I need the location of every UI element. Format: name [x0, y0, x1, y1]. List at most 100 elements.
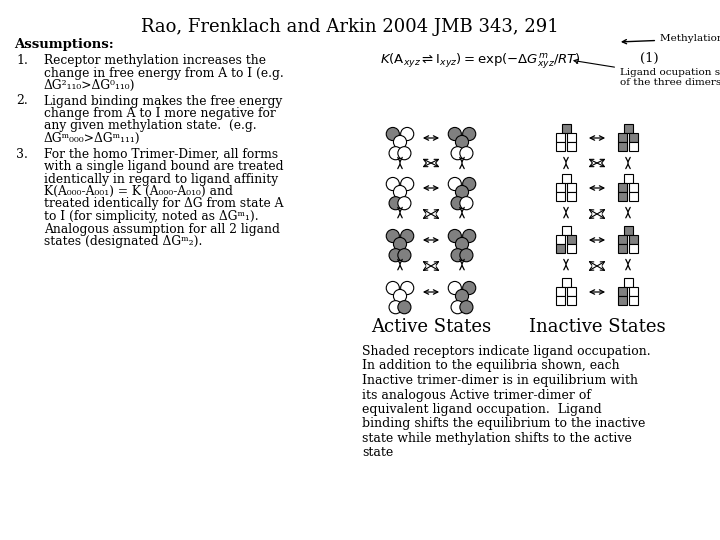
- Text: $K(\mathrm{A}_{xyz} \rightleftharpoons \mathrm{I}_{xyz}) = \exp(-\Delta G^{m}_{x: $K(\mathrm{A}_{xyz} \rightleftharpoons \…: [380, 52, 581, 71]
- Bar: [624, 173, 632, 183]
- Circle shape: [451, 301, 464, 314]
- Text: ΔGᵐ₀₀₀>ΔGᵐ₁₁₁): ΔGᵐ₀₀₀>ΔGᵐ₁₁₁): [44, 132, 140, 145]
- Text: Inactive States: Inactive States: [528, 318, 665, 336]
- Text: ΔG²₁₁₀>ΔG⁰₁₁₀): ΔG²₁₁₀>ΔG⁰₁₁₀): [44, 79, 135, 92]
- Bar: [629, 183, 638, 192]
- Circle shape: [456, 289, 469, 302]
- Bar: [556, 183, 565, 192]
- Text: 3.: 3.: [16, 147, 28, 160]
- Circle shape: [463, 230, 476, 242]
- Circle shape: [386, 281, 400, 294]
- Bar: [556, 235, 565, 244]
- Circle shape: [460, 301, 473, 314]
- Text: Active States: Active States: [371, 318, 491, 336]
- Text: (1): (1): [640, 52, 659, 65]
- Circle shape: [398, 147, 411, 160]
- Circle shape: [451, 248, 464, 262]
- Bar: [624, 278, 632, 287]
- Bar: [629, 296, 638, 305]
- Bar: [629, 133, 638, 142]
- Circle shape: [460, 197, 473, 210]
- Circle shape: [400, 281, 414, 294]
- Bar: [629, 287, 638, 296]
- Bar: [624, 124, 632, 133]
- Bar: [624, 226, 632, 234]
- Circle shape: [398, 248, 411, 262]
- Text: Inactive trimer-dimer is in equilibrium with: Inactive trimer-dimer is in equilibrium …: [362, 374, 638, 387]
- Text: Ligand binding makes the free energy: Ligand binding makes the free energy: [44, 94, 282, 107]
- Bar: [562, 226, 570, 234]
- Circle shape: [389, 301, 402, 314]
- Circle shape: [463, 127, 476, 140]
- Text: 1.: 1.: [16, 54, 28, 67]
- Circle shape: [386, 127, 400, 140]
- Circle shape: [463, 178, 476, 191]
- Bar: [618, 192, 627, 201]
- Text: binding shifts the equilibrium to the inactive: binding shifts the equilibrium to the in…: [362, 417, 645, 430]
- Bar: [567, 183, 576, 192]
- Circle shape: [389, 147, 402, 160]
- Circle shape: [456, 238, 469, 251]
- Circle shape: [456, 136, 469, 148]
- Circle shape: [386, 230, 400, 242]
- Bar: [556, 192, 565, 201]
- Bar: [567, 296, 576, 305]
- Text: to I (for simplicity, noted as ΔGᵐ₁).: to I (for simplicity, noted as ΔGᵐ₁).: [44, 210, 258, 223]
- Bar: [567, 192, 576, 201]
- Bar: [556, 133, 565, 142]
- Circle shape: [393, 289, 407, 302]
- Circle shape: [393, 185, 407, 199]
- Text: with a single ligand bound are treated: with a single ligand bound are treated: [44, 160, 284, 173]
- Bar: [556, 296, 565, 305]
- Circle shape: [463, 281, 476, 294]
- Bar: [556, 142, 565, 151]
- Bar: [629, 244, 638, 253]
- Text: In addition to the equilibria shown, each: In addition to the equilibria shown, eac…: [362, 360, 620, 373]
- Bar: [562, 173, 570, 183]
- Text: For the homo Trimer-Dimer, all forms: For the homo Trimer-Dimer, all forms: [44, 147, 278, 160]
- Text: its analogous Active trimer-dimer of: its analogous Active trimer-dimer of: [362, 388, 591, 402]
- Bar: [567, 142, 576, 151]
- Bar: [567, 287, 576, 296]
- Bar: [567, 244, 576, 253]
- Text: 2.: 2.: [16, 94, 28, 107]
- Text: state while methylation shifts to the active: state while methylation shifts to the ac…: [362, 432, 632, 445]
- Bar: [618, 142, 627, 151]
- Circle shape: [449, 281, 462, 294]
- Circle shape: [386, 178, 400, 191]
- Circle shape: [393, 136, 407, 148]
- Bar: [629, 235, 638, 244]
- Circle shape: [456, 185, 469, 199]
- Circle shape: [449, 230, 462, 242]
- Circle shape: [449, 178, 462, 191]
- Text: Assumptions:: Assumptions:: [14, 38, 114, 51]
- Text: K(A₀₀₀-A₀₀₁) = K (A₀₀₀-A₀₁₀) and: K(A₀₀₀-A₀₀₁) = K (A₀₀₀-A₀₁₀) and: [44, 185, 233, 198]
- Circle shape: [389, 197, 402, 210]
- Circle shape: [400, 230, 414, 242]
- Text: Shaded receptors indicate ligand occupation.: Shaded receptors indicate ligand occupat…: [362, 345, 651, 358]
- Circle shape: [451, 197, 464, 210]
- Circle shape: [400, 178, 414, 191]
- Text: state: state: [362, 447, 393, 460]
- Text: treated identically for ΔG from state A: treated identically for ΔG from state A: [44, 198, 284, 211]
- Bar: [629, 142, 638, 151]
- Circle shape: [451, 147, 464, 160]
- Circle shape: [398, 197, 411, 210]
- Bar: [567, 133, 576, 142]
- Text: any given methylation state.  (e.g.: any given methylation state. (e.g.: [44, 119, 256, 132]
- Text: Methylation state: Methylation state: [622, 34, 720, 44]
- Circle shape: [393, 238, 407, 251]
- Text: Ligand ocupation state
of the three dimers: Ligand ocupation state of the three dime…: [574, 59, 720, 87]
- Bar: [562, 278, 570, 287]
- Bar: [618, 133, 627, 142]
- Bar: [618, 235, 627, 244]
- Circle shape: [460, 248, 473, 262]
- Text: Rao, Frenklach and Arkin 2004 JMB 343, 291: Rao, Frenklach and Arkin 2004 JMB 343, 2…: [141, 18, 559, 36]
- Bar: [556, 287, 565, 296]
- Bar: [618, 296, 627, 305]
- Text: equivalent ligand occupation.  Ligand: equivalent ligand occupation. Ligand: [362, 403, 602, 416]
- Text: change in free energy from A to I (e.g.: change in free energy from A to I (e.g.: [44, 66, 284, 79]
- Circle shape: [400, 127, 414, 140]
- Text: identically in regard to ligand affinity: identically in regard to ligand affinity: [44, 172, 278, 186]
- Bar: [567, 235, 576, 244]
